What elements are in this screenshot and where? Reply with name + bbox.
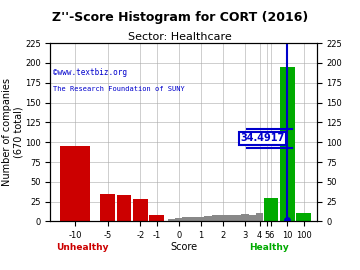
- Bar: [183, 217, 190, 221]
- Text: Unhealthy: Unhealthy: [56, 243, 109, 252]
- Bar: [264, 198, 278, 221]
- Text: Sector: Healthcare: Sector: Healthcare: [128, 32, 232, 42]
- Bar: [241, 214, 248, 221]
- Bar: [212, 215, 219, 221]
- Bar: [197, 217, 204, 221]
- Bar: [234, 215, 241, 221]
- Bar: [175, 218, 183, 221]
- Bar: [280, 67, 295, 221]
- Bar: [117, 195, 131, 221]
- Bar: [60, 146, 90, 221]
- Bar: [190, 217, 197, 221]
- Bar: [296, 214, 311, 221]
- Bar: [248, 215, 256, 221]
- Y-axis label: Number of companies
(670 total): Number of companies (670 total): [2, 78, 23, 186]
- Bar: [219, 215, 226, 221]
- Bar: [149, 215, 164, 221]
- Text: 34.4917: 34.4917: [241, 133, 285, 143]
- Bar: [256, 214, 263, 221]
- Bar: [133, 199, 148, 221]
- Text: The Research Foundation of SUNY: The Research Foundation of SUNY: [53, 86, 185, 92]
- Bar: [100, 194, 115, 221]
- Text: ©www.textbiz.org: ©www.textbiz.org: [53, 68, 127, 77]
- Bar: [226, 215, 234, 221]
- Bar: [204, 216, 212, 221]
- Text: Healthy: Healthy: [249, 243, 289, 252]
- Bar: [168, 219, 175, 221]
- Text: Z''-Score Histogram for CORT (2016): Z''-Score Histogram for CORT (2016): [52, 11, 308, 24]
- X-axis label: Score: Score: [170, 241, 197, 252]
